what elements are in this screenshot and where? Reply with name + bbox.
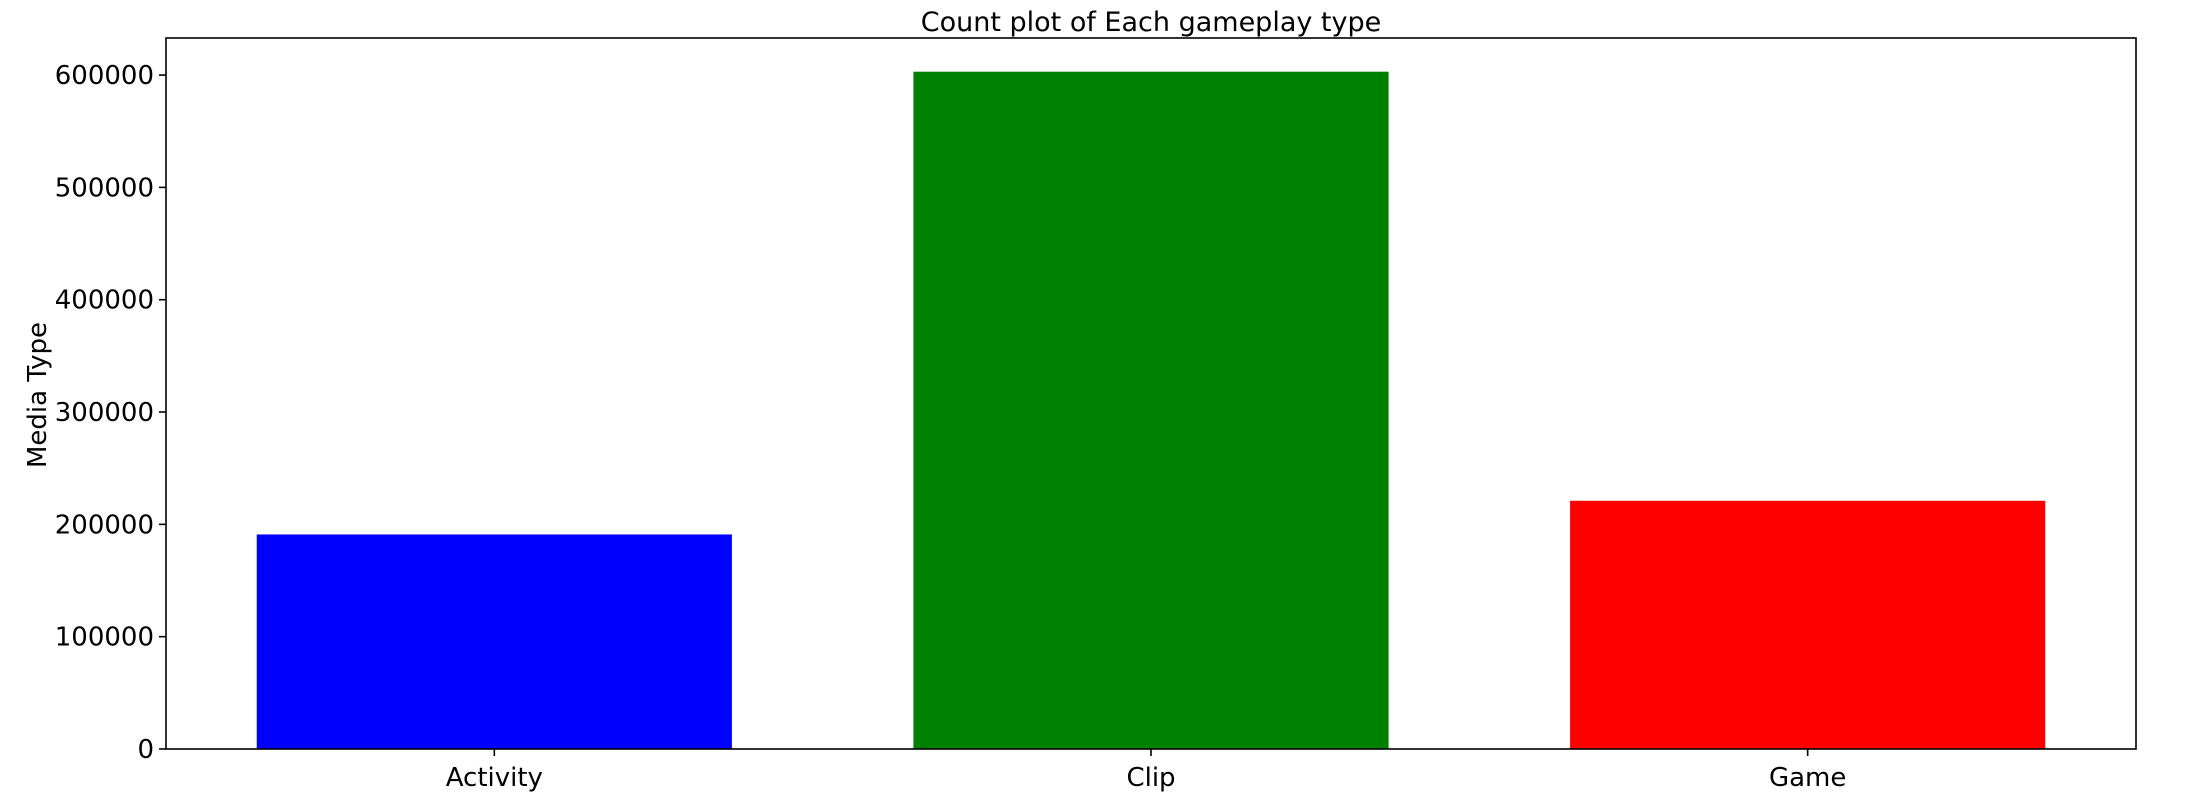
- x-axis-ticks: Activity Clip Game: [446, 749, 1846, 793]
- y-tick-label: 300000: [55, 398, 154, 428]
- y-tick-label: 500000: [55, 173, 154, 203]
- y-tick-label: 100000: [55, 623, 154, 653]
- x-tick-label: Game: [1769, 763, 1846, 793]
- x-tick-label: Activity: [446, 763, 543, 793]
- chart-title: Count plot of Each gameplay type: [921, 7, 1382, 38]
- bar-activity: [256, 534, 732, 749]
- bar-clip: [913, 71, 1389, 750]
- bars-group: [256, 71, 2046, 750]
- plot-area-frame: [165, 37, 2137, 750]
- y-tick-label: 400000: [55, 286, 154, 316]
- y-tick-label: 600000: [55, 61, 154, 91]
- y-tick-label: 0: [137, 735, 154, 765]
- bar-game: [1570, 500, 2046, 749]
- y-axis-title: Media Type: [23, 322, 53, 468]
- y-tick-label: 200000: [55, 510, 154, 540]
- y-axis-ticks: 0 100000 200000 300000 400000 500000 600000: [55, 61, 166, 765]
- x-tick-label: Clip: [1126, 763, 1175, 793]
